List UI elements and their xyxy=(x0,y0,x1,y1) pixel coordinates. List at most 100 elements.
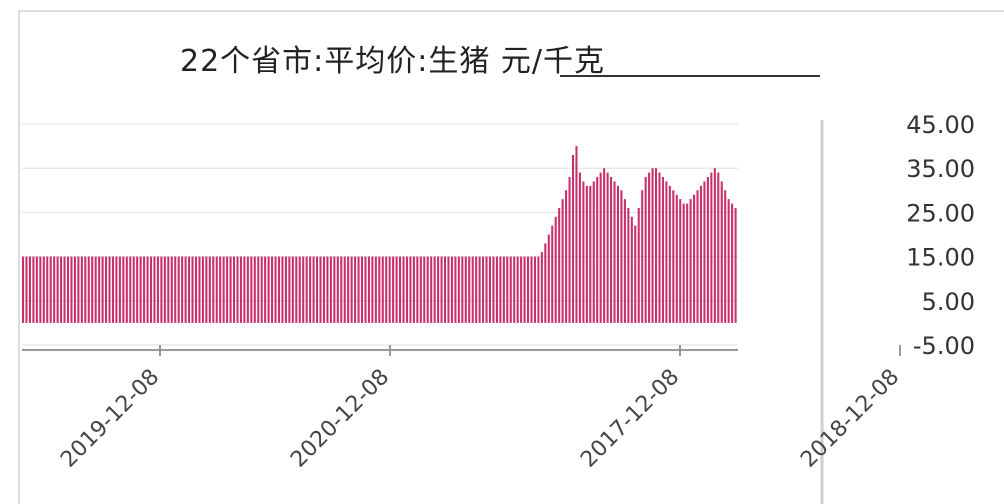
bar xyxy=(271,256,274,323)
bar xyxy=(513,256,516,323)
bar xyxy=(219,256,222,323)
bar xyxy=(194,256,198,323)
bar xyxy=(578,172,581,323)
bar xyxy=(146,256,149,323)
bar xyxy=(724,190,727,323)
bar xyxy=(364,256,367,323)
y-tick-label: 5.00 xyxy=(922,288,975,316)
bar xyxy=(246,256,249,323)
bar xyxy=(530,256,533,323)
y-tick-label: 15.00 xyxy=(906,244,975,272)
bar xyxy=(60,256,63,323)
bar xyxy=(447,256,450,323)
bar xyxy=(686,203,689,323)
bar xyxy=(105,256,108,323)
bar xyxy=(440,256,443,323)
bar xyxy=(329,256,332,323)
bar xyxy=(188,256,191,323)
bar xyxy=(347,256,350,323)
bar xyxy=(143,256,146,323)
bar xyxy=(101,256,104,323)
bar xyxy=(288,256,291,323)
bar xyxy=(191,256,194,323)
bar xyxy=(354,256,357,323)
bar xyxy=(502,256,505,323)
bar xyxy=(66,256,70,323)
y-tick-label: 35.00 xyxy=(906,155,975,183)
bar xyxy=(350,256,353,323)
bar xyxy=(654,168,658,323)
bar xyxy=(475,256,478,323)
bar xyxy=(139,256,142,323)
bar xyxy=(312,256,315,323)
bar xyxy=(637,207,640,323)
bar xyxy=(326,256,329,323)
y-tick-label: -5.00 xyxy=(913,332,975,360)
bar xyxy=(402,256,405,323)
bar xyxy=(46,256,49,323)
bar xyxy=(281,256,284,323)
bar xyxy=(333,256,336,323)
bar xyxy=(399,256,402,323)
bar xyxy=(87,256,90,323)
bar xyxy=(533,256,536,323)
bar xyxy=(28,256,31,323)
bar xyxy=(710,172,713,323)
x-tick-label: 2018-12-08 xyxy=(796,365,904,473)
bar xyxy=(302,256,305,323)
bar xyxy=(616,185,620,323)
bar xyxy=(713,168,716,323)
bar xyxy=(488,256,492,323)
bar xyxy=(482,256,485,323)
bar xyxy=(461,256,464,323)
bar xyxy=(495,256,498,323)
bar xyxy=(433,256,436,323)
bar xyxy=(163,256,166,323)
bar xyxy=(571,154,575,323)
bar xyxy=(547,234,550,323)
bar xyxy=(516,256,519,323)
bar xyxy=(454,256,457,323)
bar xyxy=(298,256,301,323)
bar xyxy=(492,256,495,323)
bar xyxy=(527,256,530,323)
bar xyxy=(305,256,308,323)
x-tick-label: 2020-12-08 xyxy=(286,365,394,473)
bar xyxy=(558,207,561,323)
bar xyxy=(243,256,246,323)
x-tick-label: 2017-12-08 xyxy=(576,365,684,473)
bar xyxy=(523,256,526,323)
bar xyxy=(125,256,128,323)
bar xyxy=(668,185,671,323)
bar xyxy=(423,256,426,323)
bar xyxy=(509,256,512,323)
bar xyxy=(520,256,523,323)
bar xyxy=(267,256,270,323)
bar xyxy=(319,256,322,323)
bar xyxy=(108,256,111,323)
bar xyxy=(49,256,52,323)
bar xyxy=(239,256,242,323)
bar xyxy=(565,190,568,323)
bar xyxy=(606,172,609,323)
bar xyxy=(706,177,709,323)
bar xyxy=(122,256,125,323)
bar xyxy=(343,256,346,323)
bar xyxy=(371,256,374,323)
bar xyxy=(260,256,263,323)
bar xyxy=(392,256,395,323)
bar xyxy=(284,256,287,323)
bar xyxy=(153,256,156,323)
bar xyxy=(388,256,391,323)
bar xyxy=(696,190,699,323)
bar xyxy=(679,199,682,323)
bar xyxy=(693,194,696,323)
bar xyxy=(585,185,588,323)
bar xyxy=(215,256,218,323)
bar xyxy=(731,203,734,323)
bar xyxy=(98,256,101,323)
bar xyxy=(111,256,115,323)
bar xyxy=(540,252,543,323)
bar xyxy=(395,256,398,323)
